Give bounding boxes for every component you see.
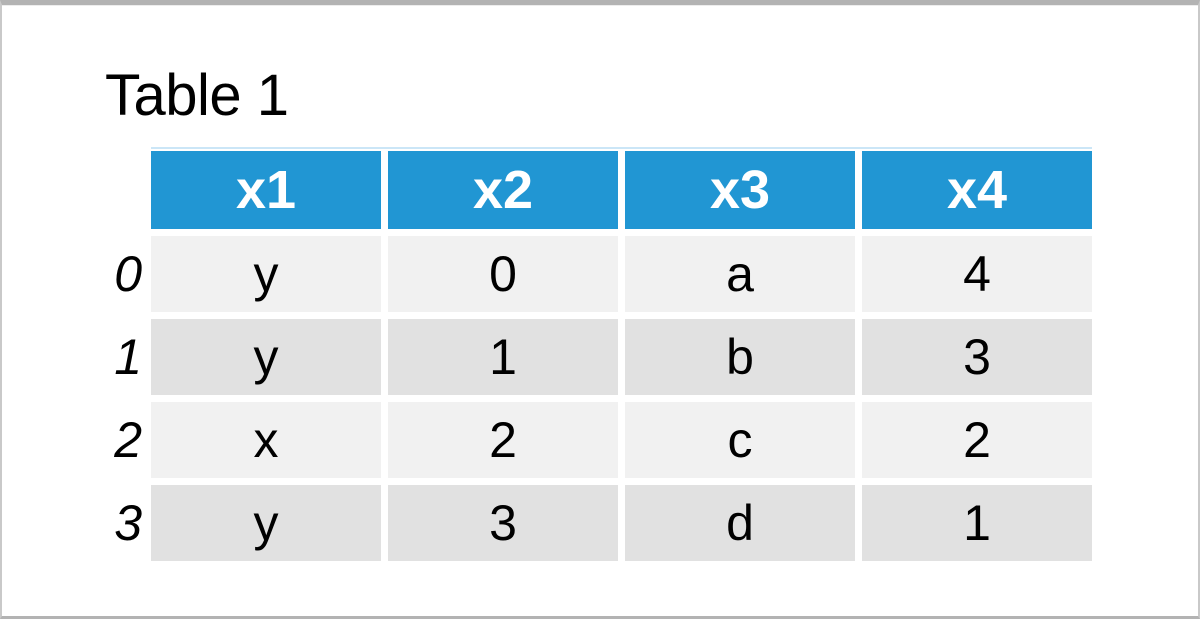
table-cell: d (625, 485, 855, 561)
table-cell: y (151, 236, 381, 312)
page-title: Table 1 (105, 63, 289, 128)
table-cell: a (625, 236, 855, 312)
column-header-x4: x4 (862, 151, 1092, 229)
data-table: x1 x2 x3 x4 0 y 0 a 4 1 y 1 b 3 2 x 2 c … (98, 151, 1092, 561)
table-cell: y (151, 319, 381, 395)
row-index-3: 3 (114, 495, 142, 551)
table-cell: y (151, 485, 381, 561)
table-cell: 1 (862, 485, 1092, 561)
table-cell: 1 (388, 319, 618, 395)
table-cell: 2 (388, 402, 618, 478)
row-index-2: 2 (114, 412, 142, 468)
table-cell: 0 (388, 236, 618, 312)
column-header-x3: x3 (625, 151, 855, 229)
table-cell: 2 (862, 402, 1092, 478)
table-top-accent-line (151, 147, 1092, 149)
table-cell: b (625, 319, 855, 395)
row-index-1: 1 (114, 329, 142, 385)
table-cell: 3 (862, 319, 1092, 395)
table-cell: 4 (862, 236, 1092, 312)
table-cell: x (151, 402, 381, 478)
table-cell: c (625, 402, 855, 478)
row-index-0: 0 (114, 246, 142, 302)
column-header-x2: x2 (388, 151, 618, 229)
index-corner-cell (98, 151, 144, 229)
column-header-x1: x1 (151, 151, 381, 229)
table-cell: 3 (388, 485, 618, 561)
